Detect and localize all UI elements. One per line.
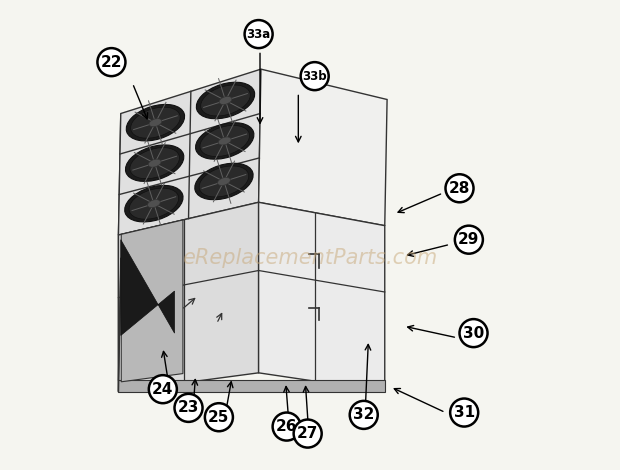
Ellipse shape bbox=[201, 85, 250, 116]
Ellipse shape bbox=[125, 185, 183, 222]
Text: eReplacementParts.com: eReplacementParts.com bbox=[182, 248, 438, 268]
Ellipse shape bbox=[218, 178, 231, 186]
Circle shape bbox=[446, 174, 474, 202]
Circle shape bbox=[273, 413, 301, 440]
Polygon shape bbox=[122, 220, 183, 382]
Ellipse shape bbox=[197, 82, 255, 119]
Circle shape bbox=[301, 62, 329, 90]
Circle shape bbox=[244, 20, 273, 48]
Text: 31: 31 bbox=[454, 405, 475, 420]
Polygon shape bbox=[118, 202, 259, 392]
Circle shape bbox=[149, 375, 177, 403]
Circle shape bbox=[97, 48, 125, 76]
Polygon shape bbox=[118, 114, 121, 392]
Ellipse shape bbox=[126, 104, 185, 141]
Circle shape bbox=[205, 403, 233, 431]
Ellipse shape bbox=[195, 163, 253, 200]
Text: 23: 23 bbox=[178, 400, 199, 415]
Text: 27: 27 bbox=[297, 426, 318, 441]
Text: 26: 26 bbox=[276, 419, 298, 434]
Circle shape bbox=[459, 319, 487, 347]
Polygon shape bbox=[118, 380, 385, 392]
Polygon shape bbox=[121, 240, 174, 336]
Ellipse shape bbox=[219, 96, 232, 104]
Ellipse shape bbox=[149, 118, 162, 127]
Text: 28: 28 bbox=[449, 181, 470, 196]
Polygon shape bbox=[259, 69, 387, 226]
Circle shape bbox=[294, 420, 322, 447]
Polygon shape bbox=[259, 202, 385, 392]
Text: 24: 24 bbox=[152, 382, 174, 397]
Text: 30: 30 bbox=[463, 326, 484, 341]
Ellipse shape bbox=[131, 107, 180, 138]
Text: 22: 22 bbox=[100, 55, 122, 70]
Circle shape bbox=[174, 394, 203, 422]
Ellipse shape bbox=[199, 166, 249, 197]
Text: 33a: 33a bbox=[247, 28, 271, 40]
Ellipse shape bbox=[195, 123, 254, 159]
Circle shape bbox=[455, 226, 483, 254]
Circle shape bbox=[450, 399, 478, 427]
Text: 25: 25 bbox=[208, 410, 229, 425]
Circle shape bbox=[350, 401, 378, 429]
Ellipse shape bbox=[148, 200, 161, 208]
Ellipse shape bbox=[129, 188, 179, 219]
Ellipse shape bbox=[130, 148, 179, 179]
Text: 33b: 33b bbox=[303, 70, 327, 83]
Ellipse shape bbox=[200, 125, 249, 157]
Ellipse shape bbox=[148, 159, 161, 167]
Polygon shape bbox=[118, 69, 261, 235]
Text: 32: 32 bbox=[353, 407, 374, 423]
Text: 29: 29 bbox=[458, 232, 479, 247]
Ellipse shape bbox=[125, 145, 184, 181]
Ellipse shape bbox=[218, 137, 231, 145]
